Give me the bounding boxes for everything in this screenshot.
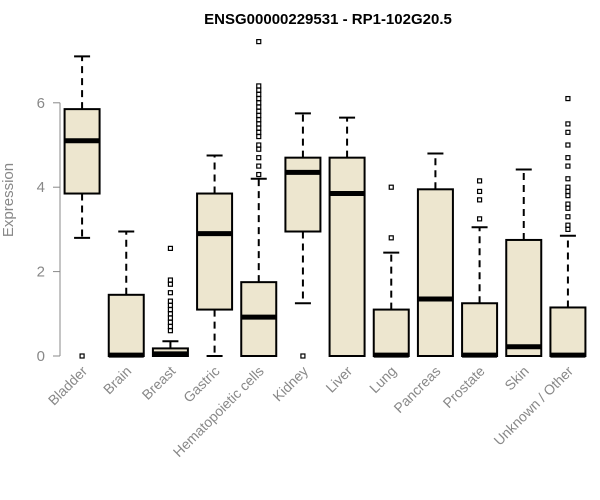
outlier-point (565, 155, 571, 161)
box-kidney (284, 112, 322, 359)
outlier-point (167, 245, 174, 251)
outlier-point (256, 39, 262, 45)
x-tick-label: Prostate (440, 363, 488, 411)
y-tick-label: 6 (37, 95, 45, 112)
outlier-point (565, 184, 571, 190)
outlier-point (476, 178, 483, 184)
outlier-point (167, 311, 174, 317)
box-skin (505, 168, 543, 357)
y-axis: 0 2 4 6 (37, 95, 61, 365)
outlier-point (565, 188, 571, 195)
box-unknown-other (549, 95, 587, 358)
outlier-point (565, 222, 571, 228)
outlier-point (256, 133, 262, 140)
outlier-point (256, 142, 262, 148)
x-tick-label: Gastric (180, 363, 223, 406)
outlier-point (476, 197, 483, 203)
x-tick-label: Unknown / Other (490, 363, 576, 449)
outlier-point (300, 353, 306, 359)
outlier-point (565, 142, 571, 148)
x-tick-label: Liver (322, 363, 355, 396)
box-rect (107, 293, 145, 357)
box-rect (549, 306, 587, 357)
box-liver (328, 116, 366, 357)
outlier-point (565, 129, 571, 135)
outlier-point (256, 108, 262, 114)
box-rect (372, 308, 410, 357)
box-gastric (196, 154, 234, 357)
outlier-point (256, 155, 262, 161)
box-rect (328, 156, 366, 357)
x-tick-label: Brain (100, 363, 134, 397)
box-pancreas (416, 152, 454, 357)
box-rect (284, 156, 322, 233)
chart-title: ENSG00000229531 - RP1-102G20.5 (204, 11, 452, 28)
y-tick-label: 2 (37, 264, 45, 281)
outlier-point (167, 328, 174, 334)
outlier-point (565, 214, 571, 220)
outlier-point (256, 125, 262, 131)
x-tick-label: Skin (501, 363, 532, 394)
box-hematopoietic-cells (240, 39, 278, 357)
outlier-point (565, 205, 571, 211)
box-rect (416, 188, 454, 357)
outlier-point (256, 129, 262, 135)
box-prostate (461, 178, 499, 358)
outlier-point (167, 302, 174, 308)
outlier-point (256, 171, 262, 178)
box-brain (107, 230, 145, 358)
box-bladder (63, 55, 101, 359)
box-rect (505, 238, 543, 357)
x-tick-label: Kidney (269, 363, 311, 405)
outlier-point (256, 146, 262, 152)
y-tick-label: 0 (37, 348, 45, 365)
box-rect (196, 192, 234, 311)
outlier-point (256, 163, 262, 169)
outlier-point (167, 323, 174, 330)
outlier-point (167, 315, 174, 321)
outlier-point (167, 298, 174, 304)
outlier-point (256, 95, 262, 102)
outlier-point (256, 83, 262, 89)
outlier-point (167, 277, 174, 283)
outlier-point (256, 112, 262, 119)
outlier-point (388, 235, 394, 241)
box-rect (63, 108, 101, 195)
box-breast (151, 245, 189, 357)
outlier-point (79, 353, 85, 359)
box-lung (372, 184, 410, 358)
outlier-point (476, 216, 483, 222)
outlier-point (256, 121, 262, 127)
y-axis-label: Expression (0, 163, 17, 237)
box-rect (461, 302, 499, 357)
outlier-point (167, 290, 174, 296)
x-tick-label: Pancreas (390, 363, 443, 416)
x-tick-label: Lung (366, 363, 399, 396)
y-tick-label: 4 (37, 179, 45, 196)
outlier-point (256, 91, 262, 97)
x-tick-label: Bladder (45, 363, 91, 409)
outlier-point (565, 121, 571, 127)
outlier-point (256, 87, 262, 93)
outlier-point (565, 176, 571, 182)
box-group (63, 39, 587, 359)
outlier-point (476, 188, 483, 195)
outlier-point (256, 117, 262, 123)
x-tick-label: Breast (139, 363, 179, 403)
outlier-point (256, 104, 262, 110)
outlier-point (388, 184, 394, 190)
outlier-point (565, 226, 571, 232)
outlier-point (256, 100, 262, 106)
outlier-point (167, 281, 174, 287)
outlier-point (565, 193, 571, 199)
outlier-point (565, 163, 571, 169)
outlier-point (565, 201, 571, 207)
outlier-point (167, 306, 174, 313)
outlier-point (565, 95, 571, 102)
outlier-point (167, 319, 174, 325)
